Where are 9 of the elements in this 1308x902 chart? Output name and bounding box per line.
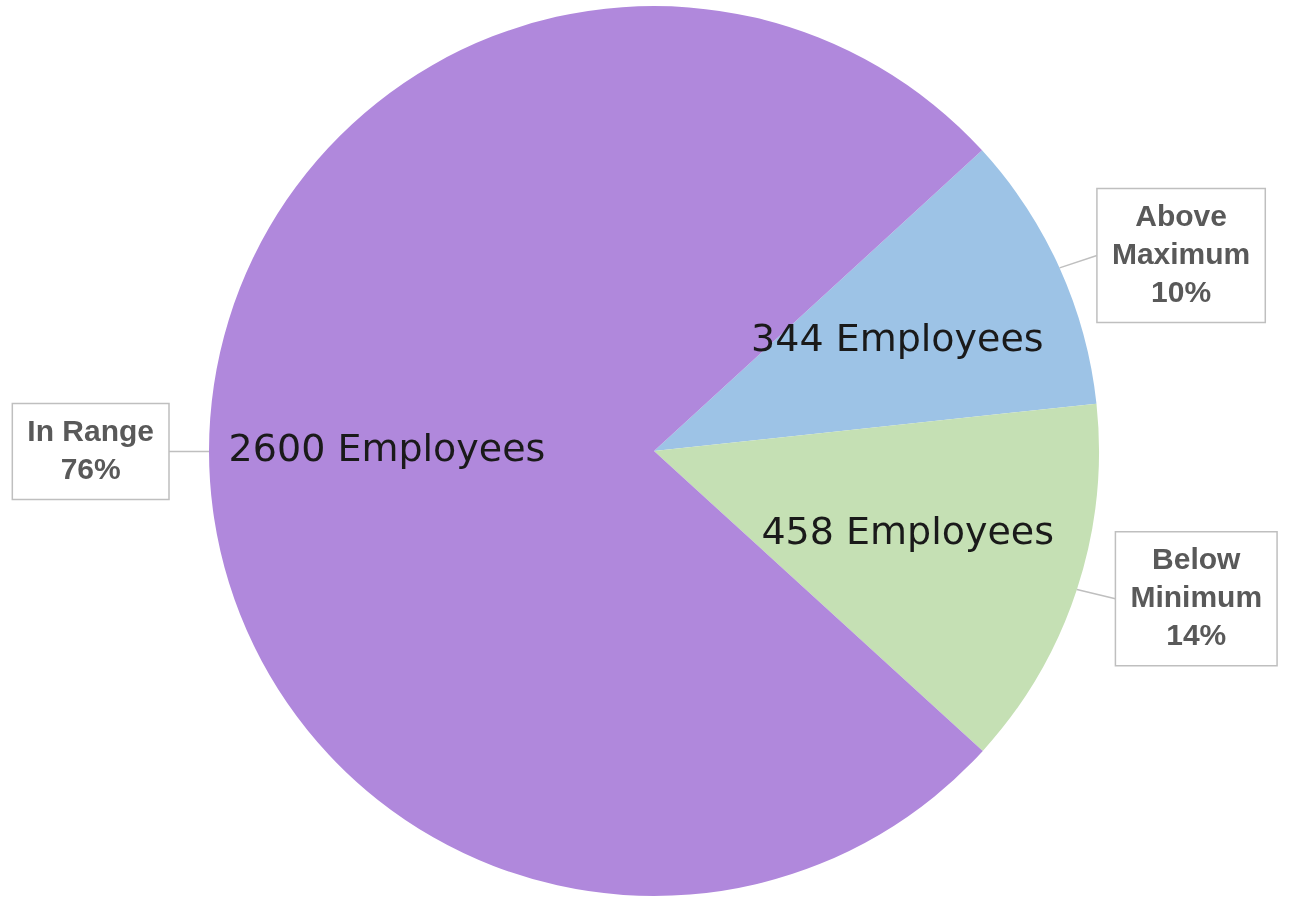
slice-label: In Range xyxy=(27,413,154,447)
slice-label: Above Maximum xyxy=(1111,198,1251,270)
text: 14% xyxy=(1166,618,1227,652)
slice-label: Below Minimum xyxy=(1130,542,1263,614)
data-label: 2600 Employees xyxy=(228,426,546,471)
data-label: 344 Employees xyxy=(751,316,1044,361)
data-label: 458 Employees xyxy=(761,508,1055,553)
text: 76% xyxy=(60,451,121,485)
text: 10% xyxy=(1151,274,1212,308)
